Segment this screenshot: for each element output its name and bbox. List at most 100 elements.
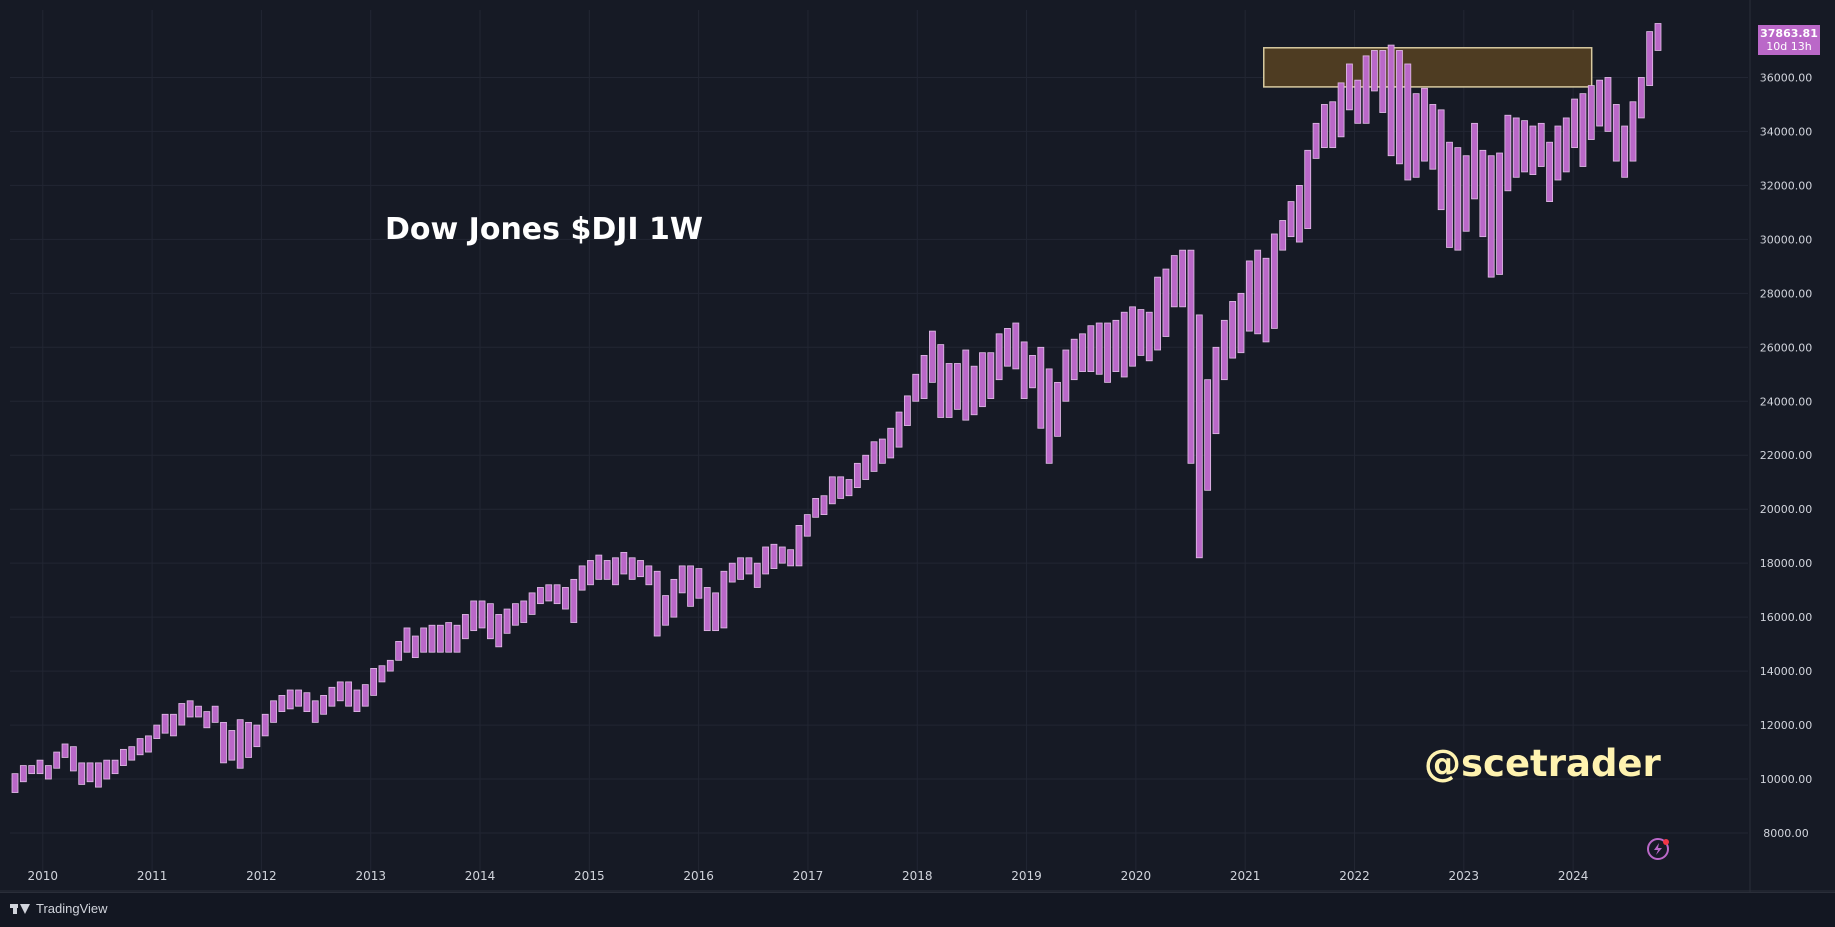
candle	[753, 562, 761, 588]
chart-svg[interactable]: 2010 2011 2012 2013 2014 2015 2016 2017 2018 2019…	[0, 0, 1835, 892]
candle	[78, 762, 86, 785]
candle-layer	[11, 23, 1662, 793]
x-tick-label: 2024	[1558, 869, 1589, 883]
candle	[445, 622, 453, 653]
candle	[1095, 322, 1103, 375]
candle	[403, 627, 411, 653]
x-tick-label: 2010	[28, 869, 59, 883]
candle	[1421, 87, 1428, 162]
candle	[261, 713, 269, 737]
y-tick-label: 20000.00	[1760, 503, 1813, 516]
candle	[587, 560, 594, 586]
candle	[1487, 155, 1495, 278]
candle	[562, 587, 569, 610]
candle	[878, 438, 886, 464]
footer-bar: TradingView	[0, 892, 1835, 927]
candle	[253, 724, 261, 748]
candle	[903, 395, 911, 426]
candle	[1229, 301, 1237, 359]
candle	[1204, 379, 1212, 491]
candle	[1596, 79, 1604, 127]
candle	[687, 565, 694, 607]
candle	[111, 759, 119, 775]
x-tick-label: 2013	[355, 869, 386, 883]
candle	[1137, 309, 1145, 356]
candle	[1429, 104, 1437, 170]
candle	[703, 587, 711, 632]
candle	[645, 565, 653, 586]
candle	[845, 479, 853, 497]
candle	[695, 568, 703, 599]
x-tick-label: 2016	[683, 869, 714, 883]
candle	[461, 614, 469, 640]
tradingview-logo[interactable]: TradingView	[10, 901, 108, 916]
candle	[1379, 50, 1387, 113]
candle	[770, 543, 778, 569]
candle	[303, 692, 311, 712]
candle	[1220, 319, 1228, 381]
grid-layer	[10, 10, 1748, 880]
candle	[1387, 44, 1395, 157]
candle	[278, 694, 286, 712]
candle	[762, 546, 770, 575]
candle	[620, 551, 628, 575]
candle	[1170, 255, 1178, 308]
candle	[328, 686, 336, 707]
candle	[36, 759, 44, 775]
candle	[1396, 50, 1403, 165]
last-price-tag-bg	[1758, 25, 1820, 55]
y-tick-label: 36000.00	[1760, 71, 1813, 84]
candle	[553, 584, 561, 605]
lightning-icon[interactable]	[1647, 838, 1669, 860]
x-tick-label: 2012	[246, 869, 277, 883]
candle	[812, 498, 820, 518]
resistance-zone	[1263, 47, 1593, 88]
candle	[1087, 325, 1095, 372]
candle	[495, 614, 503, 648]
candle	[745, 557, 753, 575]
candle	[1029, 354, 1036, 389]
candle	[195, 705, 202, 718]
candle	[1346, 63, 1353, 111]
candle	[970, 365, 978, 416]
candle	[478, 600, 486, 629]
candle	[1646, 31, 1654, 86]
candle	[787, 549, 795, 567]
candle	[120, 748, 127, 766]
candle	[920, 354, 928, 399]
candle	[19, 765, 27, 783]
candle	[28, 765, 36, 775]
candle	[937, 344, 945, 418]
candle	[1529, 125, 1537, 176]
candle	[1546, 141, 1553, 202]
candle	[1287, 201, 1295, 238]
candle	[1304, 149, 1312, 229]
candle	[1437, 109, 1445, 211]
candle	[595, 554, 603, 580]
x-tick-label: 2018	[902, 869, 933, 883]
candle	[1129, 306, 1136, 367]
candle	[1329, 101, 1337, 149]
candle	[428, 624, 436, 653]
candle	[336, 681, 344, 702]
candle	[662, 595, 669, 626]
candle	[887, 427, 895, 459]
x-tick-label: 2017	[793, 869, 824, 883]
y-tick-label: 16000.00	[1760, 611, 1813, 624]
candle	[1054, 381, 1061, 437]
candle	[86, 762, 94, 783]
candle	[612, 557, 619, 586]
candle	[1270, 233, 1278, 329]
candle	[1237, 292, 1245, 354]
x-tick-label: 2022	[1339, 869, 1370, 883]
x-tick-label: 2023	[1449, 869, 1480, 883]
candle	[236, 719, 244, 769]
y-tick-label: 28000.00	[1760, 287, 1813, 300]
candle	[1104, 322, 1111, 383]
candle	[61, 743, 69, 758]
candle	[178, 703, 186, 726]
candle	[720, 570, 728, 629]
candle	[828, 476, 836, 505]
zone-layer	[1263, 47, 1593, 88]
